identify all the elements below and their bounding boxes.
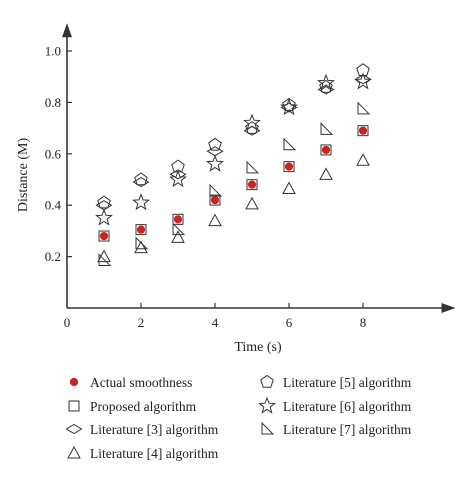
legend-label-literature-4-algorithm: Literature [4] algorithm [90,446,219,461]
point-literature-3-algorithm [169,169,187,180]
legend-marker-literature-5-algorithm [260,374,274,388]
axes: 0 2 4 6 8 0.2 0.4 0.6 0.8 1.0 [45,23,456,330]
point-literature-5-algorithm [208,137,222,151]
point-literature-4-algorithm [319,167,333,180]
point-actual-smoothness [99,231,109,241]
point-literature-3-algorithm [243,125,261,136]
y-axis-arrow [62,23,72,38]
legend-label-actual-smoothness: Actual smoothness [90,375,192,390]
point-literature-6-algorithm [206,154,224,172]
point-literature-6-algorithm [95,208,113,226]
x-tick-label: 4 [212,315,219,330]
point-proposed-algorithm [209,194,221,206]
point-literature-3-algorithm [354,74,372,85]
point-literature-4-algorithm [245,196,259,210]
legend-marker-literature-3-algorithm [65,423,83,435]
y-tick-label: 0.2 [45,249,61,264]
point-literature-5-algorithm [356,63,370,76]
point-actual-smoothness [284,162,294,171]
point-proposed-algorithm [283,161,295,173]
legend: Actual smoothness Proposed algorithm Liter… [65,374,412,461]
point-literature-7-algorithm [320,122,334,135]
point-literature-4-algorithm [208,213,222,227]
legend-marker-literature-4-algorithm [67,445,81,459]
point-literature-5-algorithm [319,79,333,93]
point-literature-7-algorithm [246,160,260,174]
x-tick-label: 6 [286,315,293,330]
legend-label-proposed-algorithm: Proposed algorithm [90,399,197,414]
point-literature-6-algorithm [169,170,187,188]
x-tick-label: 8 [360,315,367,330]
point-literature-5-algorithm [97,195,111,209]
point-literature-7-algorithm [357,101,371,115]
x-axis-label: Time (s) [234,340,282,355]
legend-marker-literature-6-algorithm [258,396,276,414]
y-axis-label: Distance (M) [16,138,31,213]
point-literature-3-algorithm [132,176,150,188]
y-tick-label: 0.6 [45,146,62,161]
point-literature-6-algorithm [354,72,372,90]
x-tick-label: 2 [138,315,145,330]
x-axis-arrow [441,303,456,313]
chart-marks [95,63,372,266]
point-actual-smoothness [321,145,331,155]
point-literature-6-algorithm [132,193,150,211]
y-tick-label: 1.0 [45,44,61,59]
point-literature-5-algorithm [171,159,185,173]
point-literature-5-algorithm [282,97,296,111]
point-literature-4-algorithm [171,230,185,243]
legend-marker-actual-smoothness [69,377,79,387]
point-literature-4-algorithm [282,181,296,194]
y-tick-label: 0.8 [45,95,61,110]
point-literature-4-algorithm [97,249,111,263]
point-actual-smoothness [136,225,146,234]
legend-label-literature-3-algorithm: Literature [3] algorithm [90,422,219,437]
legend-label-literature-5-algorithm: Literature [5] algorithm [283,375,412,390]
point-literature-6-algorithm [317,73,335,91]
point-proposed-algorithm [357,125,369,137]
point-literature-4-algorithm [356,153,370,166]
legend-label-literature-7-algorithm: Literature [7] algorithm [283,422,412,437]
point-actual-smoothness [247,180,257,189]
point-proposed-algorithm [320,144,332,156]
point-literature-7-algorithm [283,137,297,151]
point-actual-smoothness [358,126,368,135]
point-actual-smoothness [173,215,183,224]
point-literature-4-algorithm [134,240,148,254]
point-literature-3-algorithm [95,200,113,211]
point-literature-3-algorithm [206,146,224,157]
y-tick-label: 0.4 [45,198,62,213]
point-literature-5-algorithm [245,120,259,134]
point-proposed-algorithm [98,230,110,242]
point-literature-5-algorithm [134,172,148,186]
point-literature-3-algorithm [280,102,298,113]
point-literature-7-algorithm [172,222,186,236]
point-proposed-algorithm [246,179,258,191]
x-tick-label: 0 [64,315,71,330]
point-literature-3-algorithm [317,84,335,95]
point-proposed-algorithm [172,213,184,225]
legend-marker-proposed-algorithm [68,400,80,412]
point-actual-smoothness [210,195,220,205]
point-literature-7-algorithm [209,183,223,197]
point-proposed-algorithm [135,224,147,236]
legend-marker-literature-7-algorithm [261,421,275,435]
legend-label-literature-6-algorithm: Literature [6] algorithm [283,399,412,414]
